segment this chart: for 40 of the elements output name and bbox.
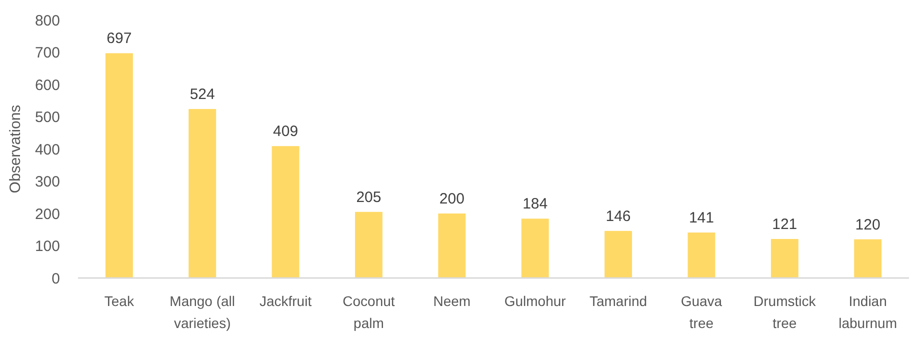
- bar: [521, 218, 549, 278]
- data-label: 409: [273, 123, 298, 140]
- x-tick-label: Neem: [433, 293, 471, 309]
- bar: [105, 53, 133, 278]
- bar: [604, 230, 632, 278]
- data-label: 121: [772, 216, 798, 233]
- data-label: 205: [356, 188, 382, 206]
- y-tick-label: 700: [34, 44, 60, 62]
- data-label: 141: [688, 210, 714, 227]
- y-tick-label: 200: [34, 206, 60, 223]
- x-tick-label: Tamarind: [589, 293, 648, 309]
- bar: [355, 212, 382, 278]
- x-tick-label: Gulmohur: [504, 293, 566, 309]
- x-tick-label: Guava tree: [680, 293, 722, 331]
- y-axis-title: Observations: [7, 104, 24, 194]
- y-tick-label: 600: [34, 76, 60, 94]
- x-tick-label: Coconut palm: [342, 293, 395, 331]
- bar: [854, 239, 882, 278]
- bar: [688, 232, 716, 278]
- bar: [438, 214, 466, 278]
- bar: [272, 146, 300, 278]
- y-tick-label: 300: [34, 174, 60, 190]
- data-label: 200: [439, 190, 464, 208]
- x-tick-label: Indian laburnum: [838, 293, 898, 331]
- y-tick-label: 400: [34, 141, 60, 158]
- x-tick-label: Jackfruit: [259, 293, 312, 309]
- x-tick-label: Mango (all varieties): [170, 293, 236, 331]
- data-label: 120: [855, 216, 880, 234]
- y-tick-label: 0: [52, 270, 60, 288]
- x-tick-label: Teak: [104, 293, 135, 309]
- bar: [188, 109, 216, 278]
- y-tick-label: 500: [34, 109, 60, 126]
- data-label: 146: [606, 208, 631, 225]
- data-label: 184: [522, 196, 548, 213]
- y-tick-label: 800: [34, 12, 60, 30]
- y-tick-label: 100: [34, 238, 60, 255]
- data-label: 524: [190, 86, 215, 104]
- data-label: 697: [106, 30, 132, 48]
- bar: [770, 238, 798, 278]
- x-tick-label: Drumstick tree: [754, 293, 817, 331]
